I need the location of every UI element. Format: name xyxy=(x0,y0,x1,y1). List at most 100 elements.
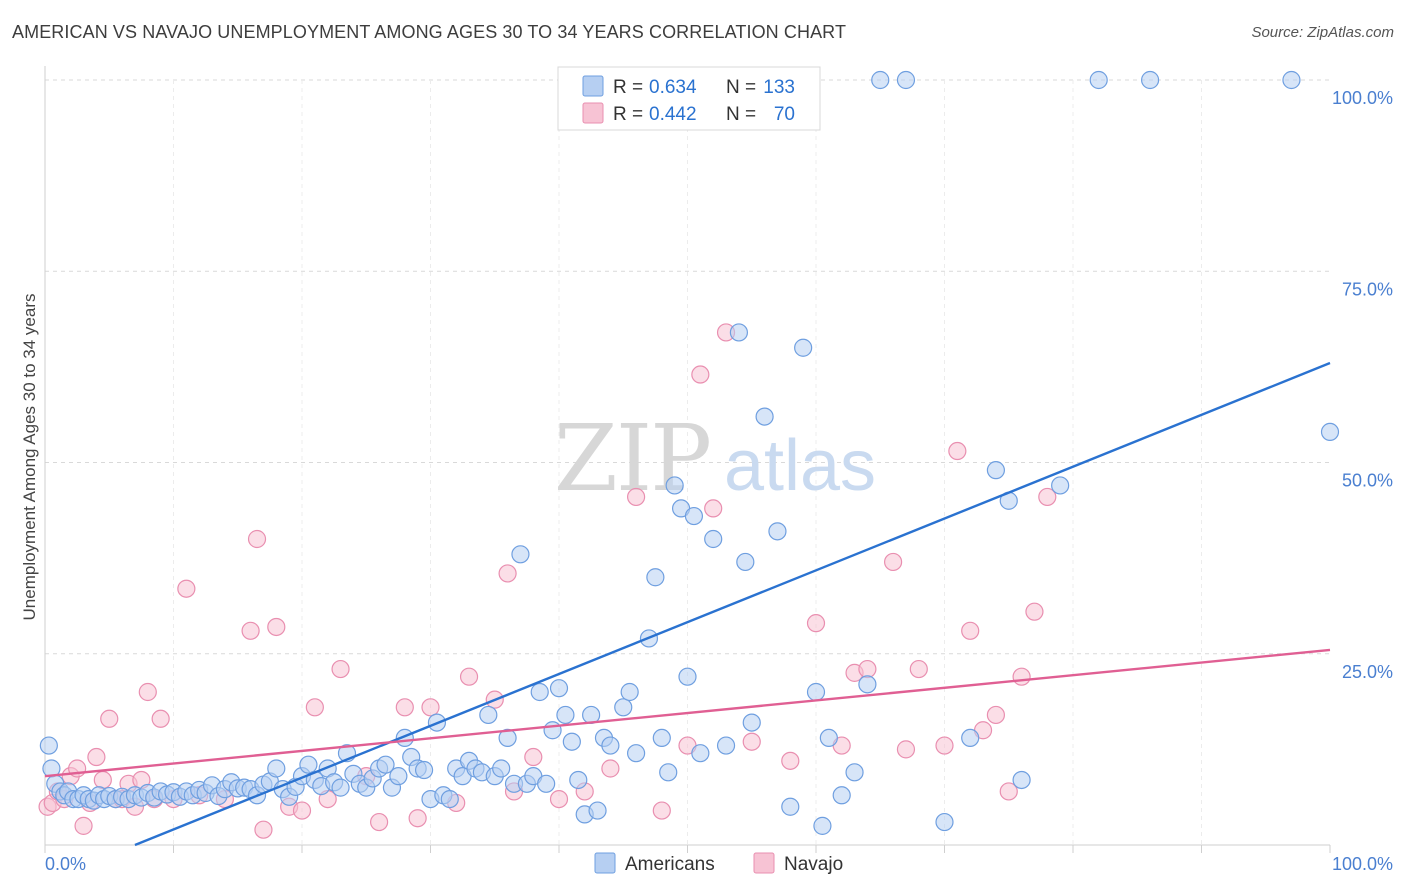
legend-label-americans: Americans xyxy=(625,854,715,875)
navajo-point-8 xyxy=(87,747,106,767)
americans-point-127 xyxy=(1089,70,1108,90)
trend-lines xyxy=(44,361,1331,847)
americans-point-82 xyxy=(543,721,562,740)
americans-point-121 xyxy=(935,812,954,832)
americans-point-108 xyxy=(742,713,761,732)
chart-title: AMERICAN VS NAVAJO UNEMPLOYMENT AMONG AG… xyxy=(12,22,847,42)
americans-point-126 xyxy=(1051,476,1070,495)
americans-point-114 xyxy=(813,816,832,835)
stats-n-value-pink: 70 xyxy=(774,104,795,125)
stats-n-label-pink: N = xyxy=(726,104,756,125)
americans-point-102 xyxy=(684,506,704,526)
y-tick-label-1: 75.0% xyxy=(1342,279,1393,299)
y-tick-label-2: 50.0% xyxy=(1342,471,1393,491)
americans-point-86 xyxy=(569,770,588,790)
x-tick-label-0: 0.0% xyxy=(45,854,86,874)
watermark-atlas: atlas xyxy=(724,426,876,506)
americans-point-58 xyxy=(389,767,408,786)
americans-trend-line xyxy=(134,361,1331,847)
americans-point-80 xyxy=(530,682,549,702)
navajo-point-43 xyxy=(549,789,569,809)
navajo-point-10 xyxy=(100,709,119,728)
americans-point-74 xyxy=(492,759,511,778)
americans-point-106 xyxy=(729,323,749,342)
navajo-point-47 xyxy=(652,801,671,820)
navajo-point-26 xyxy=(267,617,286,637)
navajo-point-23 xyxy=(241,621,260,640)
americans-point-83 xyxy=(549,679,569,698)
navajo-point-28 xyxy=(292,801,312,820)
axes xyxy=(44,66,1331,853)
navajo-point-58 xyxy=(883,552,903,572)
americans-point-62 xyxy=(414,760,434,780)
x-tick-label-1: 100.0% xyxy=(1332,854,1393,874)
americans-point-115 xyxy=(819,728,838,748)
navajo-point-18 xyxy=(151,709,170,728)
navajo-point-65 xyxy=(986,705,1006,725)
navajo-point-25 xyxy=(254,820,273,839)
americans-point-94 xyxy=(626,744,646,763)
navajo-point-29 xyxy=(305,698,324,717)
navajo-point-49 xyxy=(691,365,710,384)
series-legend: Americans Navajo xyxy=(594,852,843,875)
navajo-point-36 xyxy=(421,698,440,717)
americans-point-49 xyxy=(331,778,350,797)
navajo-point-20 xyxy=(177,579,196,598)
legend-swatch-americans xyxy=(594,852,616,874)
americans-point-72 xyxy=(479,705,498,725)
americans-point-107 xyxy=(736,552,755,572)
stats-swatch-pink xyxy=(582,102,604,124)
navajo-point-16 xyxy=(138,682,157,702)
americans-point-123 xyxy=(986,461,1006,480)
navajo-point-40 xyxy=(498,564,517,583)
americans-point-98 xyxy=(659,763,678,782)
navajo-point-35 xyxy=(408,809,427,828)
americans-point-85 xyxy=(562,732,581,751)
navajo-point-57 xyxy=(858,659,877,679)
americans-point-97 xyxy=(652,728,671,748)
americans-point-66 xyxy=(440,789,459,809)
watermark: ZIP atlas xyxy=(554,405,876,512)
americans-point-0 xyxy=(39,736,58,755)
americans-point-125 xyxy=(1012,770,1031,790)
navajo-point-45 xyxy=(601,759,620,778)
americans-point-89 xyxy=(588,801,607,820)
stats-r-value-pink: 0.442 xyxy=(649,104,697,125)
navajo-point-61 xyxy=(935,736,954,755)
americans-point-99 xyxy=(665,476,684,495)
navajo-point-34 xyxy=(395,698,414,717)
americans-point-44 xyxy=(299,755,318,774)
stats-r-value-blue: 0.634 xyxy=(649,77,697,98)
americans-point-93 xyxy=(620,682,639,702)
americans-point-91 xyxy=(601,736,620,755)
americans-point-116 xyxy=(832,786,851,805)
navajo-point-38 xyxy=(459,667,479,686)
navajo-trend-line xyxy=(44,648,1331,778)
navajo-point-53 xyxy=(781,751,800,770)
navajo-point-24 xyxy=(247,529,267,549)
source-label: Source: ZipAtlas.com xyxy=(1251,24,1394,41)
navajo-point-6 xyxy=(74,816,93,835)
stats-n-value-blue: 133 xyxy=(763,77,795,98)
stats-r-label-pink: R = xyxy=(613,104,643,125)
americans-point-96 xyxy=(646,568,665,587)
navajo-point-31 xyxy=(331,659,350,679)
americans-point-105 xyxy=(716,736,736,755)
americans-point-122 xyxy=(961,728,980,748)
navajo-point-42 xyxy=(524,747,543,767)
stats-r-label-blue: R = xyxy=(613,77,643,98)
y-tick-label-0: 100.0% xyxy=(1332,88,1393,108)
x-tick-labels: 0.0% 100.0% xyxy=(45,854,1393,874)
navajo-point-33 xyxy=(370,812,389,832)
americans-point-104 xyxy=(704,529,723,549)
navajo-point-67 xyxy=(1012,667,1031,686)
americans-point-110 xyxy=(768,522,787,541)
americans-point-130 xyxy=(1320,422,1340,441)
americans-point-129 xyxy=(1282,70,1301,90)
navajo-point-9 xyxy=(93,770,112,790)
navajo-point-50 xyxy=(704,499,723,518)
y-tick-labels: 100.0% 75.0% 50.0% 25.0% xyxy=(1332,88,1393,682)
americans-point-120 xyxy=(896,70,916,90)
americans-point-92 xyxy=(614,698,633,717)
